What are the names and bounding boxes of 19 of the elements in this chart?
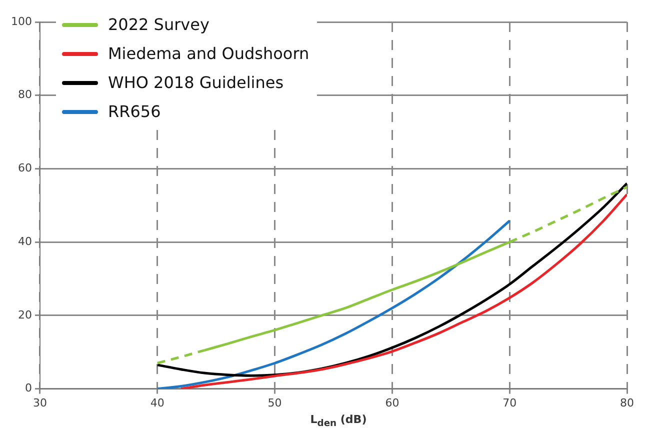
line-series bbox=[156, 220, 511, 389]
legend-label: 2022 Survey bbox=[108, 15, 210, 34]
x-tick-label: 70 bbox=[502, 396, 517, 410]
x-tick-label: 60 bbox=[385, 396, 400, 410]
y-tick-label: 60 bbox=[18, 162, 32, 175]
x-tick-label: 50 bbox=[268, 396, 282, 410]
x-tick-label: 40 bbox=[150, 396, 164, 410]
legend-label: RR656 bbox=[108, 102, 161, 121]
x-tick-label: 80 bbox=[620, 396, 634, 410]
y-tick-label: 100 bbox=[10, 14, 32, 28]
y-tick-label: 40 bbox=[18, 234, 32, 248]
legend-label: WHO 2018 Guidelines bbox=[108, 73, 284, 92]
legend-label: Miedema and Oudshoorn bbox=[108, 44, 310, 63]
x-axis-title: L$_{den}$ (dB) bbox=[309, 413, 368, 430]
y-tick-label: 20 bbox=[18, 308, 32, 322]
x-tick-label: 30 bbox=[32, 396, 47, 410]
y-tick-label: 80 bbox=[18, 88, 32, 102]
line-series bbox=[180, 193, 627, 389]
y-tick-label: 0 bbox=[24, 382, 32, 395]
